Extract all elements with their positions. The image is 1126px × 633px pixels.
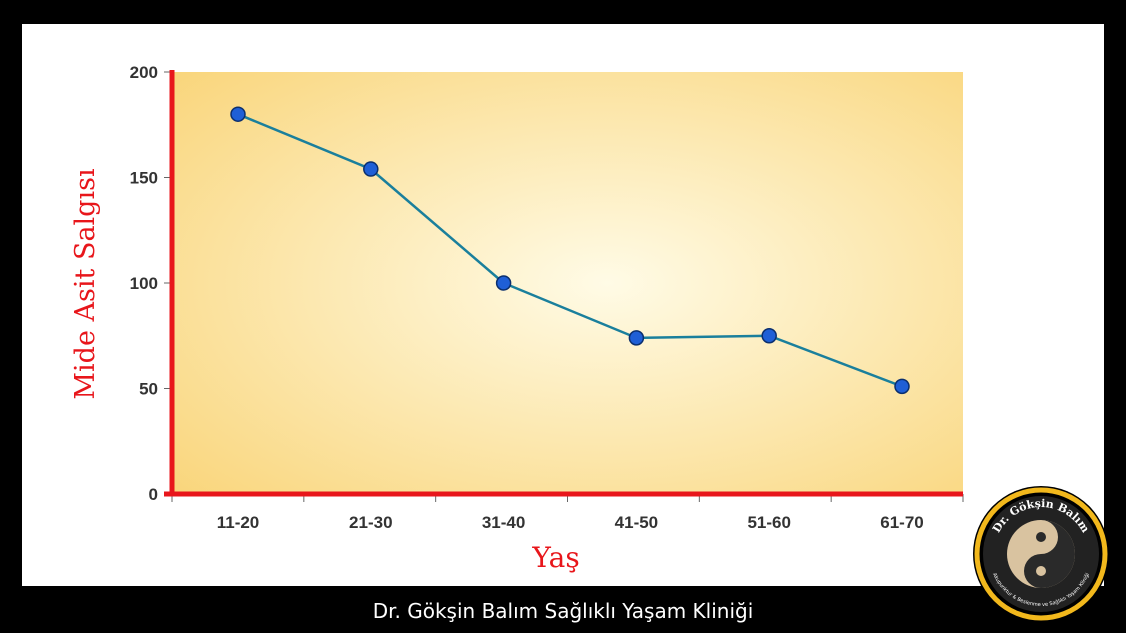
y-tick-label: 100 — [130, 274, 158, 293]
x-axis-title: Yaş — [531, 541, 579, 574]
data-point — [495, 275, 512, 291]
data-point — [761, 328, 777, 344]
x-tick-label: 11-20 — [217, 513, 260, 532]
footer-caption: Dr. Gökşin Balım Sağlıklı Yaşam Kliniği — [372, 599, 754, 623]
data-point — [894, 378, 910, 395]
x-tick-label: 31-40 — [482, 513, 525, 532]
data-point — [363, 161, 379, 177]
y-tick-label: 0 — [149, 485, 158, 504]
x-tick-label: 21-30 — [349, 513, 392, 532]
x-tick-label: 41-50 — [615, 513, 658, 532]
y-tick-label: 200 — [130, 63, 158, 82]
yin-yang-icon — [1007, 520, 1075, 588]
x-tick-label: 51-60 — [747, 513, 790, 532]
y-axis-title: Mide Asit Salgısı — [70, 168, 101, 400]
data-point — [230, 106, 246, 122]
data-point — [628, 330, 645, 346]
x-tick-label: 61-70 — [880, 513, 923, 532]
y-tick-label: 50 — [139, 380, 158, 399]
clinic-logo: Dr. Gökşin Balım Akupunktur & Beslenme v… — [973, 486, 1109, 622]
y-tick-label: 150 — [130, 169, 158, 188]
series-line — [237, 113, 903, 388]
